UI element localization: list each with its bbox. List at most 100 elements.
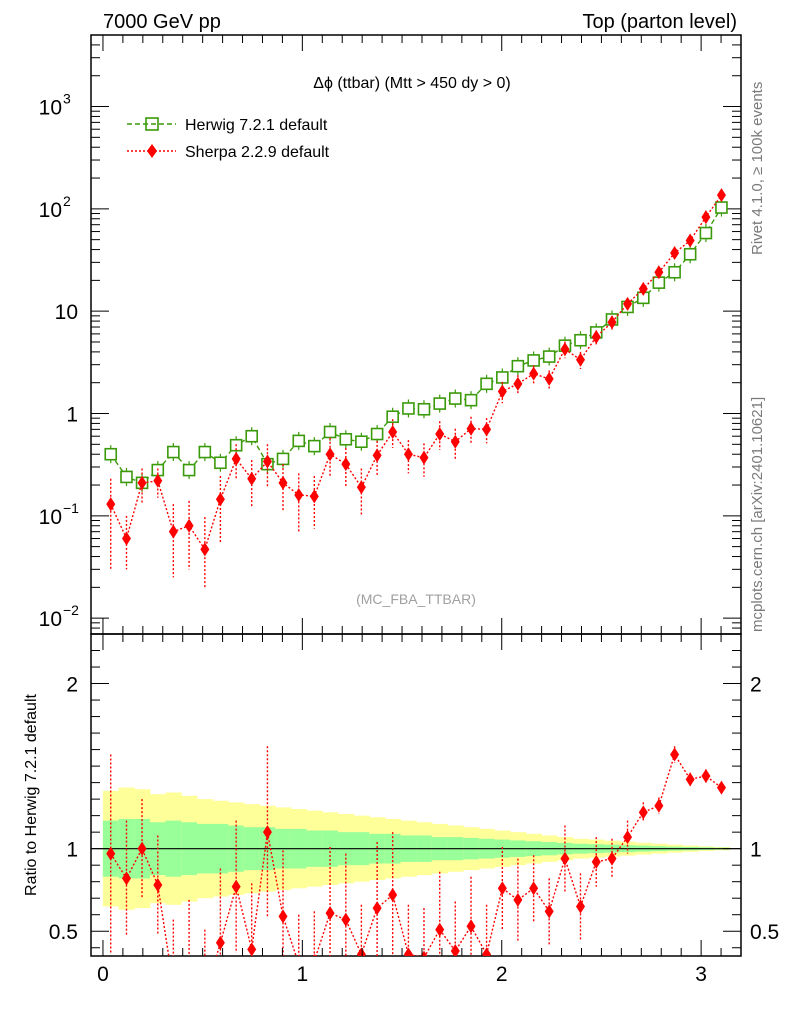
sherpa-point bbox=[278, 475, 288, 490]
sherpa-ratio-point bbox=[529, 881, 539, 896]
ratio-y-tick-label-right: 1 bbox=[750, 839, 762, 862]
sherpa-ratio-point bbox=[341, 912, 351, 927]
sherpa-ratio-point bbox=[169, 979, 178, 993]
herwig-point bbox=[198, 445, 212, 459]
y-tick-exponent: −1 bbox=[63, 500, 79, 516]
sherpa-point bbox=[529, 366, 539, 381]
y-tick-exponent: 2 bbox=[63, 193, 71, 209]
herwig-point bbox=[480, 377, 493, 391]
sherpa-ratio-point bbox=[450, 944, 460, 956]
sherpa-point bbox=[247, 471, 257, 486]
herwig-point bbox=[511, 359, 525, 373]
y-tick-label: 1 bbox=[66, 403, 78, 426]
sherpa-point bbox=[309, 489, 319, 504]
sherpa-point bbox=[168, 524, 178, 539]
sherpa-ratio-point bbox=[137, 841, 147, 856]
herwig-point bbox=[715, 201, 728, 214]
sherpa-point bbox=[388, 424, 398, 439]
sherpa-ratio-point bbox=[403, 947, 413, 956]
sherpa-ratio-point bbox=[654, 798, 664, 813]
y-tick-label: 10 bbox=[39, 199, 62, 222]
herwig-point bbox=[386, 410, 399, 424]
herwig-point bbox=[496, 371, 509, 384]
ratio-panel: 0.5 0.5 1 1 2 2 bbox=[49, 633, 779, 993]
sherpa-point bbox=[106, 497, 116, 512]
legend: Herwig 7.2.1 default Sherpa 2.2.9 defaul… bbox=[127, 117, 330, 161]
herwig-point bbox=[167, 445, 180, 459]
sherpa-ratio-point bbox=[670, 747, 680, 762]
sherpa-ratio-point bbox=[388, 887, 398, 902]
herwig-point bbox=[355, 435, 368, 449]
herwig-point bbox=[433, 397, 447, 410]
herwig-point bbox=[339, 432, 353, 446]
sherpa-ratio-point bbox=[638, 805, 648, 820]
y-tick-exponent: 3 bbox=[63, 91, 71, 107]
sherpa-ratio-point bbox=[482, 947, 492, 956]
sherpa-point bbox=[231, 451, 241, 466]
sherpa-point bbox=[341, 457, 351, 472]
herwig-point bbox=[574, 333, 587, 347]
ratio-frame-box bbox=[90, 633, 742, 957]
sherpa-ratio-point bbox=[560, 851, 570, 866]
sherpa-ratio-line bbox=[110, 752, 722, 956]
sherpa-ratio-point bbox=[262, 825, 272, 840]
legend-herwig-label: Herwig 7.2.1 default bbox=[185, 117, 328, 134]
herwig-point bbox=[402, 402, 415, 415]
analysis-tag: (MC_FBA_TTBAR) bbox=[356, 591, 476, 607]
herwig-point bbox=[542, 350, 556, 363]
sherpa-point bbox=[497, 384, 507, 399]
sherpa-point bbox=[466, 421, 476, 436]
sherpa-ratio-point bbox=[231, 879, 241, 894]
sherpa-point bbox=[435, 427, 445, 442]
y-tick-label: 10 bbox=[39, 608, 62, 631]
x-tick-label: 0 bbox=[97, 963, 109, 986]
sherpa-point bbox=[294, 487, 304, 502]
herwig-point bbox=[214, 456, 227, 470]
legend-herwig-marker bbox=[145, 117, 159, 131]
sherpa-ratio-point bbox=[497, 881, 507, 896]
main-series bbox=[104, 188, 728, 588]
ratio-y-tick-label: 1 bbox=[66, 839, 78, 862]
header-right: Top (parton level) bbox=[582, 11, 737, 33]
sherpa-point bbox=[262, 454, 272, 469]
sherpa-point bbox=[200, 542, 210, 557]
sherpa-ratio-point bbox=[607, 851, 617, 866]
legend-sherpa-label: Sherpa 2.2.9 default bbox=[185, 144, 330, 161]
sherpa-point bbox=[215, 492, 225, 507]
sherpa-point bbox=[121, 531, 131, 546]
sherpa-ratio-point bbox=[278, 909, 288, 924]
y-tick-label: 10 bbox=[39, 506, 62, 529]
x-tick-label: 3 bbox=[695, 963, 707, 986]
sherpa-point bbox=[591, 329, 601, 344]
ratio-ylabel: Ratio to Herwig 7.2.1 default bbox=[23, 694, 40, 896]
sherpa-point bbox=[607, 315, 617, 330]
ratio-y-tick-label: 0.5 bbox=[49, 921, 78, 944]
herwig-point bbox=[464, 393, 478, 407]
sherpa-point bbox=[654, 265, 664, 280]
herwig-point bbox=[292, 434, 306, 448]
sherpa-ratio-point bbox=[215, 935, 225, 950]
herwig-point bbox=[668, 265, 681, 279]
sherpa-point bbox=[685, 233, 695, 248]
sherpa-point bbox=[716, 188, 726, 203]
sherpa-point bbox=[544, 371, 554, 386]
sherpa-point bbox=[184, 518, 194, 533]
herwig-point bbox=[370, 427, 384, 441]
ratio-y-tick-label: 2 bbox=[66, 674, 78, 697]
sherpa-ratio-point bbox=[623, 830, 633, 845]
sherpa-ratio-point bbox=[185, 959, 194, 973]
sherpa-point bbox=[560, 342, 570, 357]
sherpa-point bbox=[153, 473, 163, 488]
herwig-point bbox=[683, 247, 697, 261]
herwig-point bbox=[323, 425, 337, 439]
sherpa-point bbox=[419, 450, 429, 465]
sherpa-ratio-point bbox=[685, 772, 695, 787]
herwig-line bbox=[110, 207, 723, 484]
herwig-point bbox=[448, 392, 462, 405]
herwig-point bbox=[527, 354, 540, 367]
sherpa-ratio-point bbox=[575, 899, 585, 914]
sherpa-ratio-point bbox=[716, 780, 726, 795]
rivet-label: Rivet 4.1.0, ≥ 100k events bbox=[749, 82, 766, 255]
